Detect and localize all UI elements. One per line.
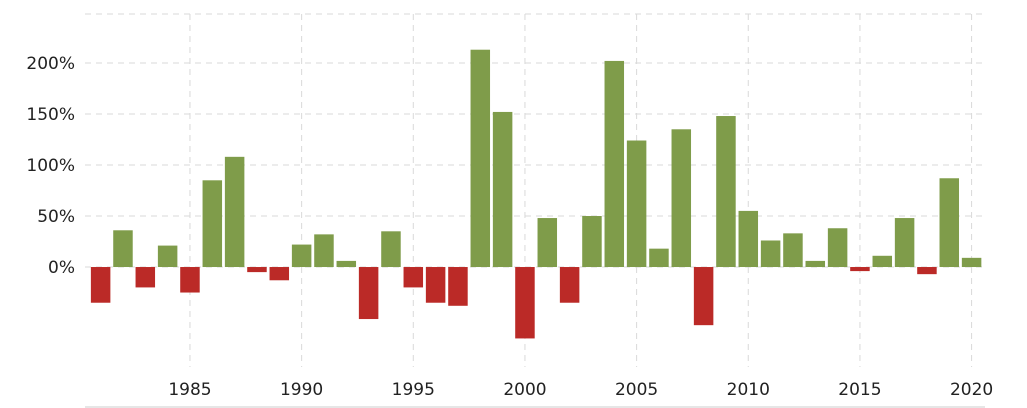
bar-2020 (961, 257, 982, 268)
bar-1997 (448, 267, 468, 306)
bar-1982 (113, 230, 133, 268)
bar-1998 (470, 49, 491, 268)
y-tick-label: 100% (26, 156, 75, 176)
bar-2005 (626, 140, 647, 268)
x-tick-label: 2000 (503, 380, 546, 400)
bar-1985 (180, 267, 200, 293)
bar-2001 (537, 218, 558, 268)
bar-2010 (738, 210, 759, 268)
y-axis-tick-labels: 0% 50% 100% 150% 200% (26, 54, 75, 278)
bar-1999 (492, 111, 513, 268)
bar-1981 (90, 267, 111, 303)
bar-2012 (783, 233, 803, 268)
y-tick-label: 150% (26, 105, 75, 125)
bar-2006 (649, 248, 669, 268)
x-tick-label: 1995 (392, 380, 435, 400)
bars (90, 49, 982, 339)
bar-1984 (157, 245, 178, 268)
bar-1986 (202, 180, 223, 268)
x-tick-label: 1990 (280, 380, 323, 400)
bar-2004 (604, 60, 625, 268)
bar-2014 (827, 228, 848, 268)
bar-2013 (805, 260, 826, 268)
bar-2007 (671, 129, 692, 268)
bar-2002 (559, 267, 580, 303)
bar-2017 (894, 218, 915, 268)
bar-1983 (135, 267, 156, 288)
bar-2016 (872, 255, 893, 268)
y-tick-label: 0% (48, 258, 75, 278)
bar-2003 (582, 216, 602, 268)
y-tick-label: 50% (37, 207, 75, 227)
x-tick-label: 2015 (838, 380, 881, 400)
bar-1988 (247, 267, 267, 273)
bar-1991 (314, 234, 334, 268)
bar-1987 (224, 156, 245, 268)
bar-1994 (381, 231, 401, 268)
y-tick-label: 200% (26, 54, 75, 74)
bar-1992 (336, 260, 357, 268)
bar-1989 (269, 267, 290, 281)
x-tick-label: 2005 (615, 380, 658, 400)
x-axis-tick-labels: 1985 1990 1995 2000 2005 2010 2015 2020 (168, 380, 993, 400)
x-tick-label: 1985 (168, 380, 211, 400)
bar-2018 (917, 267, 937, 275)
bar-2011 (760, 240, 781, 268)
bar-2019 (939, 178, 960, 268)
bar-2008 (693, 267, 714, 326)
bar-1990 (291, 244, 312, 268)
x-tick-label: 2020 (950, 380, 993, 400)
bar-1993 (358, 267, 379, 320)
bar-2000 (515, 267, 535, 339)
bar-2009 (716, 116, 736, 268)
bar-2015 (850, 267, 870, 272)
x-tick-label: 2010 (727, 380, 770, 400)
bar-1996 (425, 267, 446, 303)
bar-1995 (403, 267, 424, 288)
